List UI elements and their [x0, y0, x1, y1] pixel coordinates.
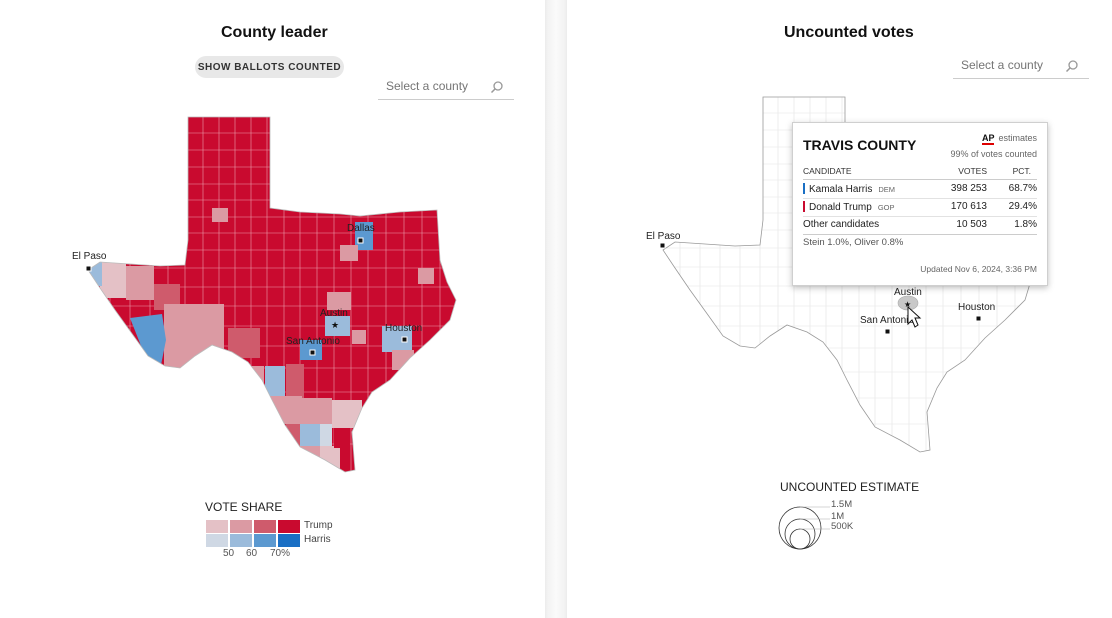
header-votes: VOTES [958, 166, 987, 176]
legend-harris-swatch [254, 534, 276, 547]
panel-divider [545, 0, 567, 618]
county-search-right[interactable] [953, 56, 1089, 79]
uncounted-label-1m: 1M [831, 511, 845, 522]
county-tooltip: TRAVIS COUNTY AP estimates 99% of votes c… [792, 122, 1048, 286]
candidate-pct: 29.4% [1008, 201, 1037, 212]
ap-estimates-text: estimates [998, 133, 1037, 143]
legend-harris-swatch [278, 534, 300, 547]
vote-share-legend-title: VOTE SHARE [205, 500, 283, 514]
legend-trump-scale [206, 520, 300, 533]
updated-timestamp: Updated Nov 6, 2024, 3:36 PM [920, 264, 1037, 274]
other-candidates-detail: Stein 1.0%, Oliver 0.8% [803, 237, 904, 248]
uncounted-circle-legend [778, 506, 830, 550]
legend-tick: 70% [270, 548, 291, 559]
city-label-austin: Austin [894, 287, 922, 298]
capital-star-icon: ★ [331, 320, 339, 330]
county-leader-map[interactable]: El Paso Dallas ★ Austin Houston San Anto… [0, 0, 545, 618]
candidate-name: Other candidates [803, 219, 880, 230]
header-candidate: CANDIDATE [803, 166, 852, 176]
legend-circle-1-5m [778, 506, 822, 550]
header-pct: PCT. [1012, 166, 1031, 176]
candidate-party: GOP [877, 203, 895, 212]
candidate-votes: 170 613 [950, 201, 987, 212]
city-label-houston: Houston [385, 323, 422, 334]
candidate-row: Other candidates 10 503 1.8% [803, 216, 1037, 235]
legend-harris-swatch [206, 534, 228, 547]
mouse-cursor-icon [907, 305, 922, 328]
county-leader-title: County leader [221, 24, 328, 41]
county-leader-panel: County leader SHOW BALLOTS COUNTED [0, 0, 545, 618]
ap-estimates-label: AP estimates [981, 133, 1037, 145]
city-label-houston: Houston [958, 302, 995, 313]
county-search-left[interactable] [378, 77, 514, 100]
legend-harris-swatch [230, 534, 252, 547]
votes-counted-pct: 99% of votes counted [950, 149, 1037, 159]
ap-logo: AP [981, 133, 995, 145]
search-icon [1065, 60, 1078, 73]
county-search-input-right[interactable] [953, 56, 1079, 74]
uncounted-label-1-5m: 1.5M [831, 499, 853, 510]
city-label-dallas: Dallas [347, 223, 375, 234]
uncounted-votes-title: Uncounted votes [784, 24, 914, 41]
tooltip-header-row: CANDIDATE VOTES PCT. [803, 164, 1037, 180]
candidate-pct: 1.8% [1014, 219, 1037, 230]
candidate-name: Kamala Harris [809, 184, 873, 195]
party-color-bar [803, 201, 805, 212]
show-ballots-counted-button[interactable]: SHOW BALLOTS COUNTED [195, 56, 344, 78]
legend-trump-swatch [278, 520, 300, 533]
candidate-pct: 68.7% [1008, 183, 1037, 194]
legend-tick: 60 [246, 548, 258, 559]
search-icon [490, 81, 503, 94]
legend-trump-swatch [206, 520, 228, 533]
city-label-austin: Austin [320, 308, 348, 319]
candidate-party: DEM [878, 185, 896, 194]
legend-circle-500k [789, 528, 811, 550]
legend-trump-label: Trump [304, 520, 333, 531]
uncounted-label-500k: 500K [831, 521, 854, 532]
city-label-san-antonio: San Antonio [860, 315, 914, 326]
candidate-name: Donald Trump [809, 202, 872, 213]
legend-trump-swatch [254, 520, 276, 533]
uncounted-estimate-legend-title: UNCOUNTED ESTIMATE [780, 480, 920, 494]
legend-harris-scale [206, 534, 300, 547]
party-color-bar [803, 183, 805, 194]
city-label-el-paso: El Paso [72, 251, 107, 262]
candidate-votes: 398 253 [950, 183, 987, 194]
legend-harris-label: Harris [304, 534, 331, 545]
legend-circle-1m [784, 518, 816, 550]
city-markers-left: El Paso Dallas ★ Austin Houston San Anto… [72, 223, 422, 356]
candidate-votes: 10 503 [956, 219, 987, 230]
tooltip-county-name: TRAVIS COUNTY [803, 137, 917, 153]
city-label-el-paso: El Paso [646, 231, 681, 242]
uncounted-votes-panel: Uncounted votes [567, 0, 1112, 618]
county-search-input-left[interactable] [378, 77, 504, 95]
legend-tick: 50 [223, 548, 235, 559]
legend-trump-swatch [230, 520, 252, 533]
candidate-row: Kamala Harris DEM 398 253 68.7% [803, 180, 1037, 199]
city-label-san-antonio: San Antonio [286, 336, 340, 347]
candidate-row: Donald Trump GOP 170 613 29.4% [803, 198, 1037, 217]
capital-star-icon: ★ [904, 300, 911, 309]
